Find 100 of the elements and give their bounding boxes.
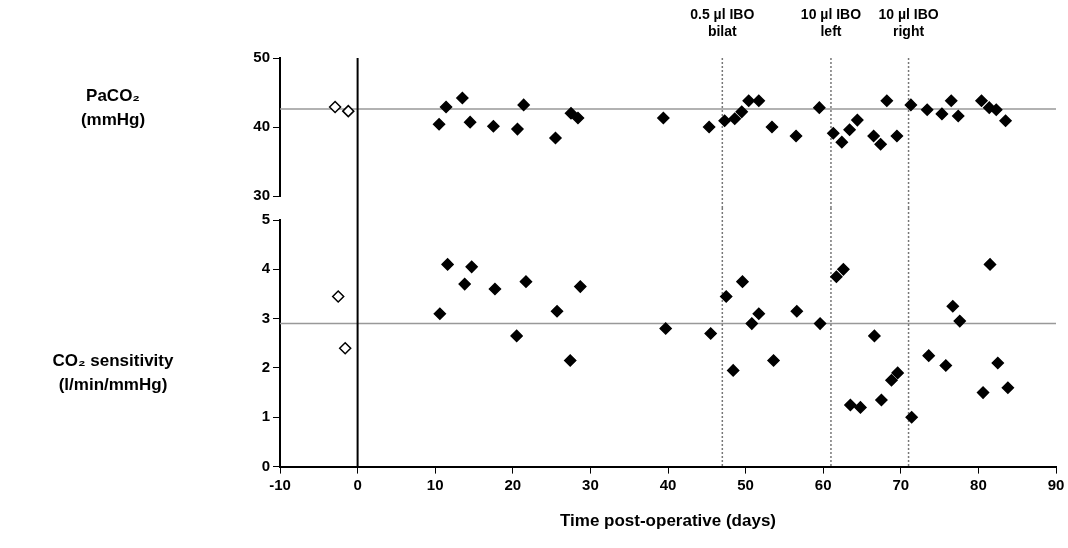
point: [510, 329, 523, 343]
point: [702, 120, 716, 134]
y-tick-label: 3: [261, 308, 270, 326]
x-tick-label: 80: [970, 475, 987, 493]
point: [735, 105, 748, 119]
point: [953, 314, 967, 328]
point: [563, 354, 577, 367]
point: [463, 115, 477, 129]
point: [719, 290, 733, 303]
point: [571, 111, 585, 125]
point: [880, 94, 894, 108]
x-tick-label: 30: [582, 475, 599, 493]
point: [946, 300, 960, 313]
y-tick-label: 2: [261, 358, 270, 376]
x-tick-label: 50: [737, 475, 754, 493]
point: [488, 282, 502, 296]
point: [867, 129, 880, 143]
point: [939, 359, 953, 372]
point: [827, 126, 840, 140]
point: [835, 135, 849, 149]
point: [338, 341, 352, 355]
point: [790, 304, 804, 318]
point: [983, 258, 997, 271]
point: [433, 307, 447, 320]
point: [813, 317, 827, 330]
point: [904, 98, 918, 112]
point: [752, 307, 766, 320]
point: [704, 327, 717, 340]
ref-line-label: 0.5 µl IBO bilat: [690, 6, 755, 39]
y-tick-label: 5: [261, 210, 270, 228]
point: [875, 393, 888, 407]
point: [550, 304, 564, 318]
point: [342, 104, 355, 118]
point: [439, 100, 453, 114]
y-axis-title: PaCO₂ (mmHg): [79, 85, 147, 131]
point: [458, 277, 471, 291]
point: [328, 100, 342, 114]
point: [944, 94, 958, 108]
point: [726, 364, 740, 377]
x-tick-label: -10: [269, 475, 291, 493]
point: [331, 290, 345, 303]
point: [991, 356, 1005, 370]
x-tick-label: 90: [1047, 475, 1065, 493]
point: [830, 270, 843, 283]
point: [728, 112, 741, 125]
point: [564, 106, 578, 120]
point: [905, 411, 918, 424]
point: [511, 122, 524, 136]
point: [659, 322, 672, 335]
point: [975, 94, 988, 108]
point: [922, 349, 935, 362]
x-axis-title: Time post-operative (days): [559, 511, 777, 531]
x-tick-label: 70: [892, 475, 910, 493]
point: [487, 120, 500, 133]
point: [1001, 381, 1015, 394]
point: [736, 275, 749, 288]
y-axis-title: CO₂ sensitivity (l/min/mmHg): [51, 350, 175, 396]
point: [456, 91, 469, 105]
point: [519, 275, 533, 288]
point: [789, 129, 803, 143]
point: [891, 366, 904, 380]
point: [837, 263, 850, 276]
y-tick-label: 0: [261, 456, 270, 474]
point: [890, 129, 904, 143]
point: [549, 131, 562, 145]
y-tick-label: 40: [253, 117, 270, 135]
x-tick-label: 0: [353, 475, 362, 493]
point: [517, 98, 530, 112]
point: [718, 114, 731, 128]
x-tick-label: 40: [659, 475, 677, 493]
point: [999, 114, 1012, 128]
y-tick-label: 30: [253, 186, 270, 204]
point: [465, 260, 478, 274]
point: [745, 317, 759, 330]
ref-line-label: 10 µl IBO left: [800, 6, 862, 39]
point: [868, 329, 881, 343]
ref-line-label: 10 µl IBO right: [878, 6, 939, 39]
y-tick-label: 4: [261, 259, 271, 277]
point: [574, 280, 587, 293]
point: [441, 258, 454, 271]
y-tick-label: 50: [253, 48, 270, 66]
x-tick-label: 10: [426, 475, 444, 493]
point: [813, 101, 826, 114]
point: [874, 138, 887, 151]
point: [990, 103, 1003, 116]
point: [843, 123, 856, 137]
point: [935, 107, 949, 121]
point: [976, 386, 990, 399]
point: [885, 374, 898, 387]
point: [742, 94, 755, 108]
x-tick-label: 20: [504, 475, 522, 493]
point: [767, 354, 780, 367]
point: [657, 111, 670, 125]
x-tick-label: 60: [814, 475, 832, 493]
point: [432, 117, 446, 131]
point: [951, 109, 965, 123]
point: [851, 113, 864, 127]
point: [920, 103, 934, 116]
point: [844, 398, 857, 412]
y-tick-label: 1: [261, 407, 270, 425]
